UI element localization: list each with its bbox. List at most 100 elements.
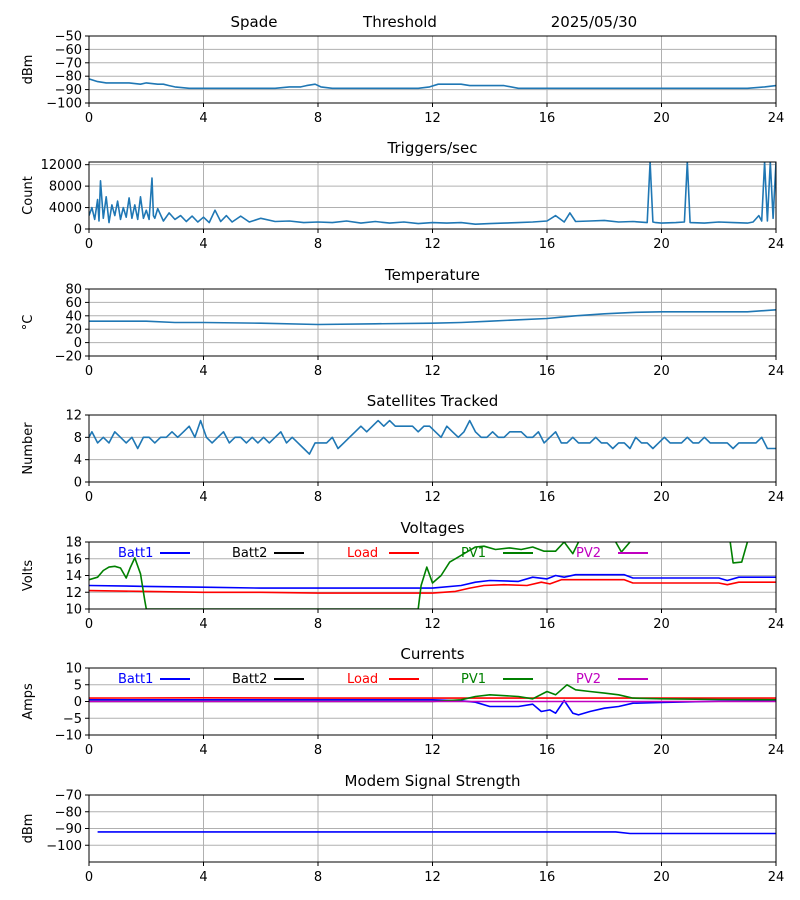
y-tick-label: 10 [65, 603, 82, 618]
x-tick-label: 4 [199, 870, 207, 885]
y-tick-label: 10 [65, 662, 82, 677]
y-tick-label: 18 [65, 536, 82, 551]
y-tick-label: 0 [74, 223, 82, 238]
series-line-triggers [89, 162, 776, 225]
header-mode: Threshold [362, 13, 437, 31]
y-tick-label: 40 [65, 309, 82, 324]
x-tick-label: 16 [539, 870, 556, 885]
x-tick-label: 0 [85, 743, 93, 758]
x-tick-label: 20 [653, 364, 670, 379]
x-tick-label: 20 [653, 111, 670, 126]
series-line-rssi [89, 78, 776, 90]
y-tick-label: −50 [55, 30, 82, 45]
panel-title: Triggers/sec [387, 139, 478, 157]
x-tick-label: 20 [653, 490, 670, 505]
x-tick-label: 12 [424, 870, 441, 885]
legend-label-load: Load [347, 546, 378, 561]
panel-title: Voltages [400, 519, 464, 537]
y-tick-label: 0 [74, 476, 82, 491]
x-tick-label: 4 [199, 743, 207, 758]
x-tick-label: 24 [768, 617, 785, 632]
legend-label-batt1: Batt1 [118, 546, 153, 561]
legend-label-pv2: PV2 [576, 672, 601, 687]
x-tick-label: 4 [199, 617, 207, 632]
x-tick-label: 20 [653, 743, 670, 758]
y-tick-label: 4 [74, 453, 82, 468]
y-axis-label: Number [21, 422, 36, 475]
x-tick-label: 16 [539, 490, 556, 505]
y-axis-label: Count [21, 176, 36, 215]
y-tick-label: −80 [55, 805, 82, 820]
x-tick-label: 8 [314, 743, 322, 758]
panel-modem: 0 4 8 12 16 20 24 −70−80 −90 −100 Modem Signal Str… [21, 772, 784, 885]
legend-label-batt2: Batt2 [232, 546, 267, 561]
x-tick-label: 16 [539, 364, 556, 379]
legend-label-batt2: Batt2 [232, 672, 267, 687]
y-tick-label: 5 [74, 678, 82, 693]
series-line-temperature [89, 309, 776, 326]
y-axis-label: Amps [21, 683, 36, 720]
x-tick-label: 12 [424, 490, 441, 505]
legend-label-pv2: PV2 [576, 546, 601, 561]
y-tick-label: 12 [65, 586, 82, 601]
y-axis-label: dBm [21, 55, 36, 85]
x-tick-label: 8 [314, 617, 322, 632]
legend-label-pv1: PV1 [461, 672, 486, 687]
y-axis-label: Volts [21, 560, 36, 592]
y-tick-label: −10 [55, 729, 82, 744]
panel-title: Modem Signal Strength [345, 772, 521, 790]
x-tick-label: 0 [85, 870, 93, 885]
panel-satellites: 0 4 8 12 16 20 24 0 4 8 12 Satellites Tracked Number [21, 392, 784, 505]
y-tick-label: −100 [46, 839, 82, 854]
x-tick-label: 12 [424, 364, 441, 379]
y-tick-label: −100 [46, 97, 82, 112]
y-tick-label: −5 [63, 712, 82, 727]
y-tick-label: 0 [74, 336, 82, 351]
legend-label-pv1: PV1 [461, 546, 486, 561]
x-tick-label: 20 [653, 237, 670, 252]
legend-label-batt1: Batt1 [118, 672, 153, 687]
y-tick-label: 8 [74, 431, 82, 446]
y-tick-label: 8000 [49, 180, 82, 195]
y-tick-label: −90 [55, 83, 82, 98]
y-tick-label: −20 [55, 350, 82, 365]
x-tick-label: 24 [768, 111, 785, 126]
y-tick-label: 20 [65, 323, 82, 338]
x-tick-label: 24 [768, 364, 785, 379]
y-tick-label: −90 [55, 822, 82, 837]
x-tick-label: 8 [314, 364, 322, 379]
panel-title: Satellites Tracked [367, 392, 498, 410]
y-tick-label: −80 [55, 70, 82, 85]
x-tick-label: 0 [85, 364, 93, 379]
x-tick-label: 12 [424, 617, 441, 632]
x-tick-label: 4 [199, 490, 207, 505]
y-tick-label: 60 [65, 296, 82, 311]
series-line-satellites [89, 419, 776, 455]
x-tick-label: 12 [424, 111, 441, 126]
panel-triggers: 0 4 8 12 16 20 24 0 4000 8000 12000 Triggers/sec Cou… [21, 139, 784, 252]
x-tick-label: 4 [199, 364, 207, 379]
y-tick-label: 4000 [49, 201, 82, 216]
x-tick-label: 24 [768, 237, 785, 252]
x-tick-label: 8 [314, 490, 322, 505]
y-tick-label: 80 [65, 283, 82, 298]
x-tick-label: 16 [539, 111, 556, 126]
x-tick-label: 24 [768, 870, 785, 885]
y-tick-label: 12 [65, 409, 82, 424]
y-tick-label: −60 [55, 43, 82, 58]
y-tick-label: 12000 [41, 158, 82, 173]
x-tick-label: 4 [199, 237, 207, 252]
y-tick-label: 0 [74, 695, 82, 710]
x-tick-label: 0 [85, 111, 93, 126]
x-tick-label: 8 [314, 870, 322, 885]
x-tick-label: 0 [85, 237, 93, 252]
header-date: 2025/05/30 [551, 13, 637, 31]
x-tick-label: 20 [653, 617, 670, 632]
x-tick-label: 4 [199, 111, 207, 126]
x-tick-label: 24 [768, 490, 785, 505]
panel-rssi: 0 4 8 12 16 20 24 −50−60−70−80−90−100 dBm [21, 30, 784, 127]
x-tick-label: 0 [85, 617, 93, 632]
